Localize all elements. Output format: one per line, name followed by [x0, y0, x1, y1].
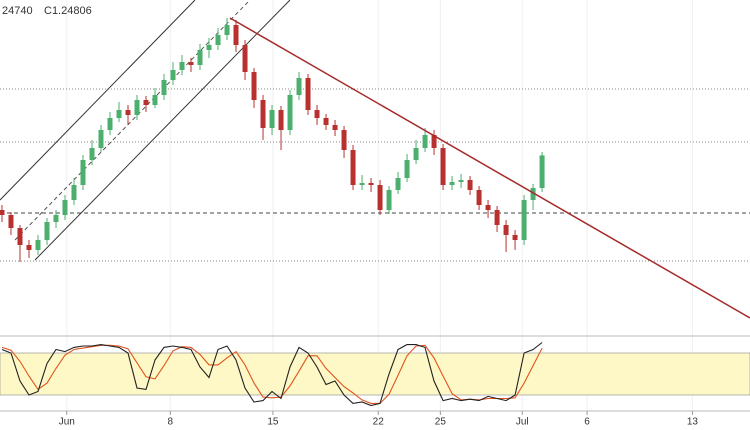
- candle-body: [8, 215, 14, 228]
- candle-body: [170, 70, 176, 80]
- candle-body: [152, 95, 158, 105]
- channel-line: [34, 0, 291, 261]
- trend-line: [229, 17, 750, 319]
- candle-body: [332, 125, 338, 130]
- candle-body: [242, 45, 248, 72]
- candle-body: [404, 160, 410, 178]
- candle-body: [494, 210, 500, 225]
- candle-body: [224, 25, 230, 35]
- candle-body: [260, 100, 266, 128]
- candle-body: [449, 182, 455, 185]
- x-axis: Jun 8 15 22 25 Jul 6 13: [59, 411, 699, 428]
- candle-body: [341, 130, 347, 150]
- candle-body: [359, 183, 365, 185]
- candle-body: [431, 135, 437, 148]
- candle-body: [269, 110, 275, 128]
- candles: [0, 18, 545, 262]
- stochastic-k: [1, 342, 543, 407]
- candle-body: [368, 183, 374, 185]
- candle-body: [512, 235, 518, 240]
- channel-line: [0, 0, 196, 201]
- candle-body: [197, 50, 203, 65]
- candle-body: [287, 95, 293, 130]
- candle-body: [125, 110, 131, 115]
- candle-body: [395, 178, 401, 190]
- candle-body: [179, 62, 185, 70]
- candle-body: [44, 222, 50, 240]
- candle-body: [62, 200, 68, 215]
- stochastic: [1, 342, 543, 407]
- candle-body: [377, 185, 383, 210]
- candle-body: [485, 205, 491, 210]
- candle-body: [278, 110, 284, 130]
- candle-body: [143, 100, 149, 105]
- candle-body: [80, 160, 86, 185]
- band: [0, 352, 750, 396]
- x-tick-label: 15: [267, 417, 279, 428]
- candle-body: [26, 245, 32, 250]
- candle-body: [296, 78, 302, 95]
- x-tick-label: 13: [687, 417, 699, 428]
- stochastic-band: [0, 352, 750, 396]
- candle-body: [206, 45, 212, 50]
- candle-body: [107, 118, 113, 130]
- candle-body: [53, 215, 59, 222]
- candle-body: [422, 135, 428, 148]
- candle-body: [251, 72, 257, 100]
- candle-body: [386, 190, 392, 210]
- candle-body: [305, 78, 311, 110]
- header-high: 24740: [2, 5, 33, 17]
- candle-body: [188, 62, 194, 65]
- x-tick-label: 22: [373, 417, 385, 428]
- x-tick-label: 25: [435, 417, 447, 428]
- candle-body: [323, 118, 329, 125]
- x-tick-label: Jun: [59, 417, 75, 428]
- candle-body: [0, 210, 5, 215]
- candle-body: [503, 225, 509, 235]
- candle-body: [98, 130, 104, 148]
- candle-body: [476, 190, 482, 205]
- candle-body: [116, 110, 122, 118]
- candle-body: [530, 188, 536, 200]
- candle-body: [134, 100, 140, 115]
- candle-body: [35, 240, 41, 250]
- candle-body: [458, 180, 464, 182]
- candle-body: [215, 35, 221, 45]
- candle-body: [71, 185, 77, 200]
- candle-body: [233, 25, 239, 45]
- candle-body: [314, 110, 320, 118]
- candle-body: [539, 155, 545, 188]
- x-tick-label: 8: [168, 417, 174, 428]
- x-tick-label: Jul: [516, 417, 529, 428]
- x-tick-label: 6: [584, 417, 590, 428]
- candle-body: [350, 150, 356, 185]
- candle-body: [413, 148, 419, 160]
- stochastic-d: [1, 344, 543, 404]
- candle-body: [161, 80, 167, 95]
- candle-body: [467, 180, 473, 190]
- candle-body: [521, 200, 527, 240]
- candle-body: [17, 228, 23, 245]
- candle-body: [440, 148, 446, 185]
- header-close: C1.24806: [44, 5, 92, 17]
- candle-body: [89, 148, 95, 160]
